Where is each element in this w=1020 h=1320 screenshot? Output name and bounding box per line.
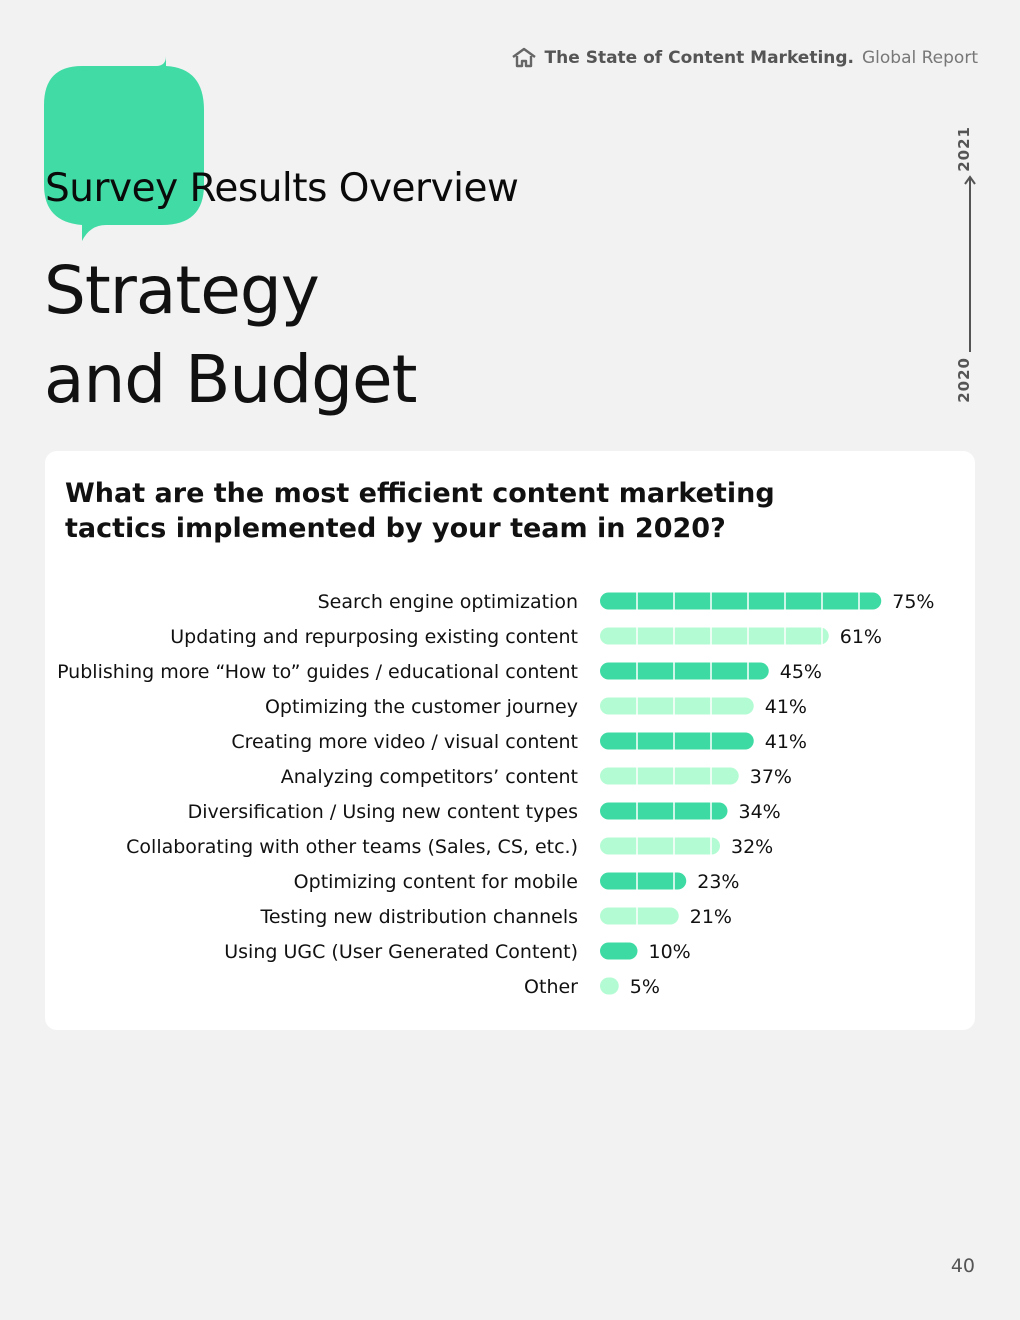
category-label: Updating and repurposing existing conten… <box>170 626 578 648</box>
value-label: 45% <box>780 661 822 683</box>
report-header: The State of Content Marketing. Global R… <box>511 47 978 69</box>
bar <box>600 942 638 960</box>
bar <box>600 627 829 645</box>
chart-question-line-2: tactics implemented by your team in 2020… <box>65 513 726 544</box>
category-label: Optimizing content for mobile <box>294 871 578 893</box>
value-label: 5% <box>630 976 660 998</box>
value-label: 61% <box>840 626 882 648</box>
tactics-bar-chart: Search engine optimization 75% Updating an… <box>57 591 934 998</box>
page-title: Strategy and Budget <box>44 246 418 424</box>
category-label: Search engine optimization <box>318 591 578 613</box>
section-label: Survey Results Overview <box>45 166 519 211</box>
category-label: Other <box>524 976 578 998</box>
bar <box>600 837 720 855</box>
value-label: 37% <box>750 766 792 788</box>
bar <box>600 872 687 890</box>
bar <box>600 662 769 680</box>
value-label: 41% <box>765 696 807 718</box>
bar <box>600 977 619 995</box>
chart-card: What are the most efficient content mark… <box>45 451 975 1030</box>
bar <box>600 802 728 820</box>
chart-question-line-1: What are the most efficient content mark… <box>65 478 775 509</box>
bar <box>600 767 739 785</box>
value-label: 41% <box>765 731 807 753</box>
category-label: Collaborating with other teams (Sales, C… <box>126 836 578 858</box>
bar <box>600 592 882 610</box>
bar <box>600 697 754 715</box>
bar <box>600 907 679 925</box>
bar <box>600 732 754 750</box>
category-label: Diversification / Using new content type… <box>188 801 578 823</box>
report-title: The State of Content Marketing. <box>544 48 854 68</box>
category-label: Creating more video / visual content <box>231 731 578 753</box>
value-label: 21% <box>690 906 732 928</box>
report-subtitle: Global Report <box>862 48 978 68</box>
value-label: 75% <box>892 591 934 613</box>
value-label: 32% <box>731 836 773 858</box>
category-label: Optimizing the customer journey <box>265 696 578 718</box>
page-title-line-2: and Budget <box>44 341 418 418</box>
home-icon[interactable] <box>511 47 537 69</box>
category-label: Analyzing competitors’ content <box>281 766 578 788</box>
page-number: 40 <box>950 1255 975 1277</box>
page-title-line-1: Strategy <box>44 252 320 329</box>
value-label: 10% <box>649 941 691 963</box>
timeline-end-year: 2021 <box>955 126 973 172</box>
category-label: Publishing more “How to” guides / educat… <box>57 661 578 683</box>
chart-question: What are the most efficient content mark… <box>65 476 775 546</box>
category-label: Using UGC (User Generated Content) <box>224 941 578 963</box>
category-label: Testing new distribution channels <box>259 906 578 928</box>
speech-bubble-shape <box>44 50 204 241</box>
value-label: 34% <box>739 801 781 823</box>
timeline-start-year: 2020 <box>955 357 973 403</box>
value-label: 23% <box>697 871 739 893</box>
timeline-arrow-icon <box>964 175 976 352</box>
year-timeline: 2021 2020 <box>955 120 985 410</box>
